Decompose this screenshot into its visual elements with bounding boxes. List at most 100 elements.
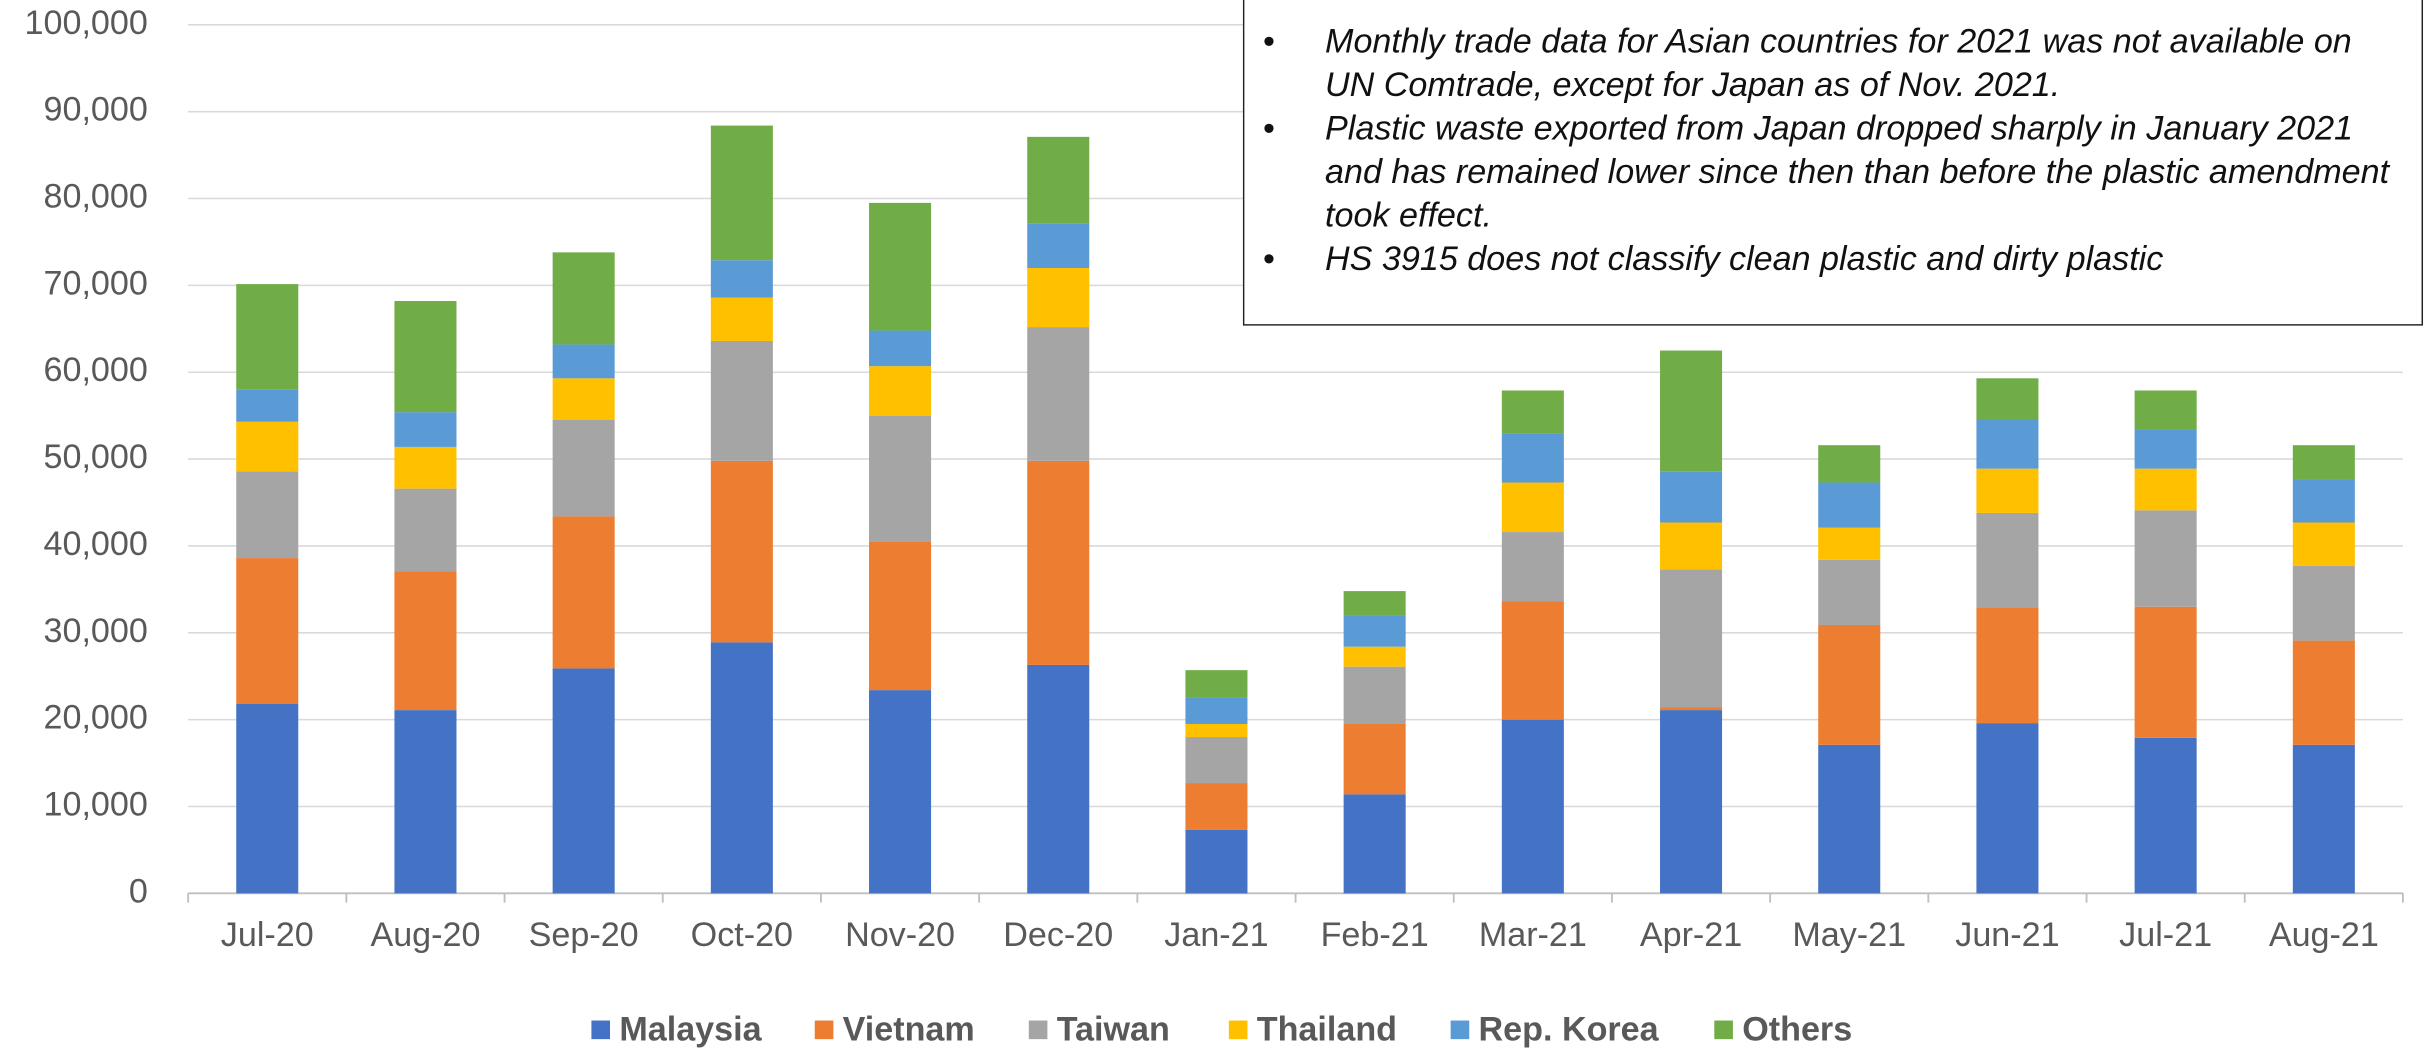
labels: 0 10,000 20,000 30,000 40,000 50,000 60,000 70,… bbox=[25, 4, 2379, 1049]
x-tick-label: Sep-20 bbox=[529, 916, 639, 954]
legend-label: Rep. Korea bbox=[1479, 1010, 1660, 1048]
bar-segment bbox=[394, 446, 457, 489]
bar-segment bbox=[1660, 471, 1723, 523]
bar-segment bbox=[2134, 510, 2197, 607]
x-tick-label: Aug-21 bbox=[2269, 916, 2379, 954]
bar-segment bbox=[2134, 429, 2197, 469]
bar-segment bbox=[552, 668, 615, 894]
bar-segment bbox=[1976, 512, 2039, 608]
bar-segment bbox=[1027, 268, 1090, 328]
bar-segment bbox=[1185, 829, 1248, 894]
bar-segment bbox=[552, 378, 615, 420]
bar-segment bbox=[1343, 666, 1406, 724]
x-tick-label: Jul-20 bbox=[221, 916, 314, 954]
bar-segment bbox=[236, 704, 299, 894]
x-tick-label: Jul-21 bbox=[2119, 916, 2212, 954]
y-tick-label: 10,000 bbox=[44, 786, 148, 824]
bar-segment bbox=[2292, 522, 2355, 566]
bar-segment bbox=[1660, 710, 1723, 894]
bar-segment bbox=[869, 415, 932, 542]
bar-segment bbox=[394, 412, 457, 447]
y-tick-label: 80,000 bbox=[44, 178, 148, 216]
legend-swatch bbox=[1228, 1020, 1248, 1040]
legend-swatch bbox=[1450, 1020, 1470, 1040]
y-tick-label: 30,000 bbox=[44, 612, 148, 650]
x-tick-label: Aug-20 bbox=[370, 916, 480, 954]
legend-swatch bbox=[814, 1020, 834, 1040]
bar-segment bbox=[236, 284, 299, 390]
bar-segment bbox=[1976, 607, 2039, 724]
y-tick-label: 20,000 bbox=[44, 699, 148, 737]
y-tick-label: 50,000 bbox=[44, 438, 148, 476]
bar-segment bbox=[1027, 136, 1090, 224]
x-tick-label: Jun-21 bbox=[1955, 916, 2059, 954]
bar-segment bbox=[236, 471, 299, 559]
bar-segment bbox=[869, 541, 932, 691]
bar-segment bbox=[1185, 723, 1248, 738]
bar-segment bbox=[552, 252, 615, 345]
annotation: Plastic waste exported from Japan droppe… bbox=[1263, 107, 2397, 237]
bar-segment bbox=[1185, 783, 1248, 830]
y-tick-label: 70,000 bbox=[44, 264, 148, 302]
bar-segment bbox=[552, 516, 615, 669]
bar-segment bbox=[2292, 744, 2355, 894]
bar-segment bbox=[1660, 522, 1723, 570]
annotation-list: Monthly trade data for Asian countries f… bbox=[1263, 20, 2397, 281]
bar-segment bbox=[869, 690, 932, 894]
bar-segment bbox=[1501, 433, 1564, 483]
bar-segment bbox=[236, 421, 299, 472]
x-tick-label: Apr-21 bbox=[1640, 916, 1742, 954]
bar-segment bbox=[1660, 707, 1723, 711]
annotation-box: Monthly trade data for Asian countries f… bbox=[1243, 0, 2423, 326]
bar-segment bbox=[1501, 390, 1564, 434]
bar-segment bbox=[2134, 606, 2197, 738]
bar-segment bbox=[2134, 390, 2197, 430]
bar-segment bbox=[1501, 482, 1564, 533]
legend-swatch bbox=[1028, 1020, 1048, 1040]
bar-segment bbox=[1660, 350, 1723, 472]
bar-segment bbox=[236, 389, 299, 422]
annotation-panel: Monthly trade data for Asian countries f… bbox=[1242, 0, 2424, 326]
bar-segment bbox=[2134, 737, 2197, 894]
y-tick-label: 40,000 bbox=[44, 525, 148, 563]
legend-label: Vietnam bbox=[843, 1010, 975, 1048]
bar-segment bbox=[1343, 615, 1406, 647]
bar-segment bbox=[394, 488, 457, 572]
bar-segment bbox=[1818, 744, 1881, 894]
bar-segment bbox=[394, 301, 457, 413]
legend-swatch bbox=[1714, 1020, 1733, 1040]
bar-segment bbox=[1818, 624, 1881, 745]
bar-segment bbox=[1818, 445, 1881, 483]
bar-segment bbox=[236, 558, 299, 705]
y-tick-label: 90,000 bbox=[44, 91, 148, 129]
bar-segment bbox=[869, 330, 932, 367]
x-tick-label: May-21 bbox=[1792, 916, 1906, 954]
bar-segment bbox=[1976, 723, 2039, 894]
bar-segment bbox=[1501, 601, 1564, 720]
bar-segment bbox=[1185, 670, 1248, 698]
legend-label: Thailand bbox=[1257, 1010, 1397, 1048]
bar-segment bbox=[2292, 479, 2355, 523]
annotation: HS 3915 does not classify clean plastic … bbox=[1263, 237, 2397, 280]
bar-segment bbox=[710, 125, 773, 261]
bar-segment bbox=[2292, 445, 2355, 480]
bar-segment bbox=[1027, 664, 1090, 894]
bar-segment bbox=[1501, 532, 1564, 602]
y-tick-label: 100,000 bbox=[25, 4, 148, 42]
bar-segment bbox=[1027, 223, 1090, 269]
bar-segment bbox=[1501, 719, 1564, 894]
bar-segment bbox=[552, 419, 615, 517]
bar-segment bbox=[869, 366, 932, 416]
bar-segment bbox=[2292, 640, 2355, 745]
bar-segment bbox=[1976, 419, 2039, 469]
bar-segment bbox=[2134, 468, 2197, 511]
bars bbox=[236, 125, 2355, 894]
bar-segment bbox=[869, 202, 932, 331]
x-tick-label: Dec-20 bbox=[1003, 916, 1113, 954]
bar-segment bbox=[1343, 591, 1406, 616]
bar-segment bbox=[710, 340, 773, 461]
bar-segment bbox=[1818, 527, 1881, 560]
bar-segment bbox=[1660, 569, 1723, 708]
bar-segment bbox=[710, 642, 773, 894]
